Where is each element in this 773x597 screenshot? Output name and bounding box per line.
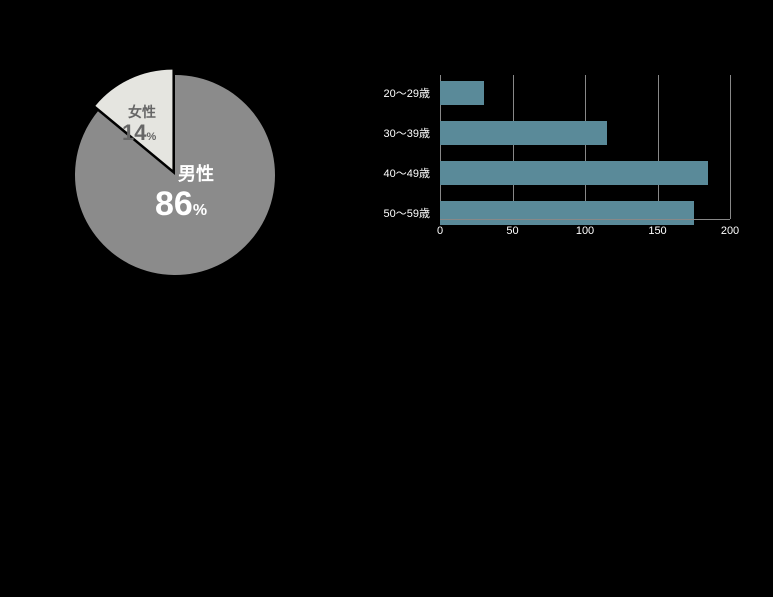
chart-container: 男性 86% 女性 14% 20～29歳 30～39歳 40～49歳 50～59歳 0… bbox=[0, 0, 773, 597]
bar-x-tick-label: 100 bbox=[576, 225, 594, 237]
bar-x-tick-label: 200 bbox=[721, 225, 739, 237]
bar-x-axis bbox=[440, 219, 730, 220]
bar-row: 30～39歳 bbox=[370, 115, 740, 151]
bar-area bbox=[440, 75, 730, 111]
pie-main-pct: % bbox=[193, 202, 207, 219]
bar-chart: 20～29歳 30～39歳 40～49歳 50～59歳 0 50 100 150 200 bbox=[370, 75, 740, 295]
bar-area bbox=[440, 155, 730, 191]
pie-sub-label: 女性 bbox=[128, 102, 156, 122]
bar-row: 40～49歳 bbox=[370, 155, 740, 191]
bar-category-label: 30～39歳 bbox=[360, 125, 430, 141]
bar-x-tick-label: 50 bbox=[506, 225, 518, 237]
pie-main-value: 86% bbox=[155, 185, 207, 224]
bar-rect bbox=[440, 81, 484, 105]
bar-category-label: 50～59歳 bbox=[360, 205, 430, 221]
bar-x-tick-label: 150 bbox=[648, 225, 666, 237]
bar-category-label: 40～49歳 bbox=[360, 165, 430, 181]
pie-svg bbox=[60, 60, 290, 290]
bar-area bbox=[440, 115, 730, 151]
bar-x-tick-label: 0 bbox=[437, 225, 443, 237]
pie-main-label: 男性 bbox=[178, 160, 214, 186]
bar-row: 50～59歳 bbox=[370, 195, 740, 231]
pie-sub-pct: % bbox=[146, 131, 156, 143]
pie-sub-number: 14 bbox=[122, 120, 146, 145]
pie-sub-value: 14% bbox=[122, 120, 156, 146]
bar-row: 20～29歳 bbox=[370, 75, 740, 111]
bar-rows: 20～29歳 30～39歳 40～49歳 50～59歳 bbox=[370, 75, 740, 235]
pie-main-number: 86 bbox=[155, 185, 193, 223]
pie-chart: 男性 86% 女性 14% bbox=[60, 60, 290, 290]
bar-rect bbox=[440, 121, 607, 145]
bar-category-label: 20～29歳 bbox=[360, 85, 430, 101]
bar-rect bbox=[440, 161, 708, 185]
bar-rect bbox=[440, 201, 694, 225]
